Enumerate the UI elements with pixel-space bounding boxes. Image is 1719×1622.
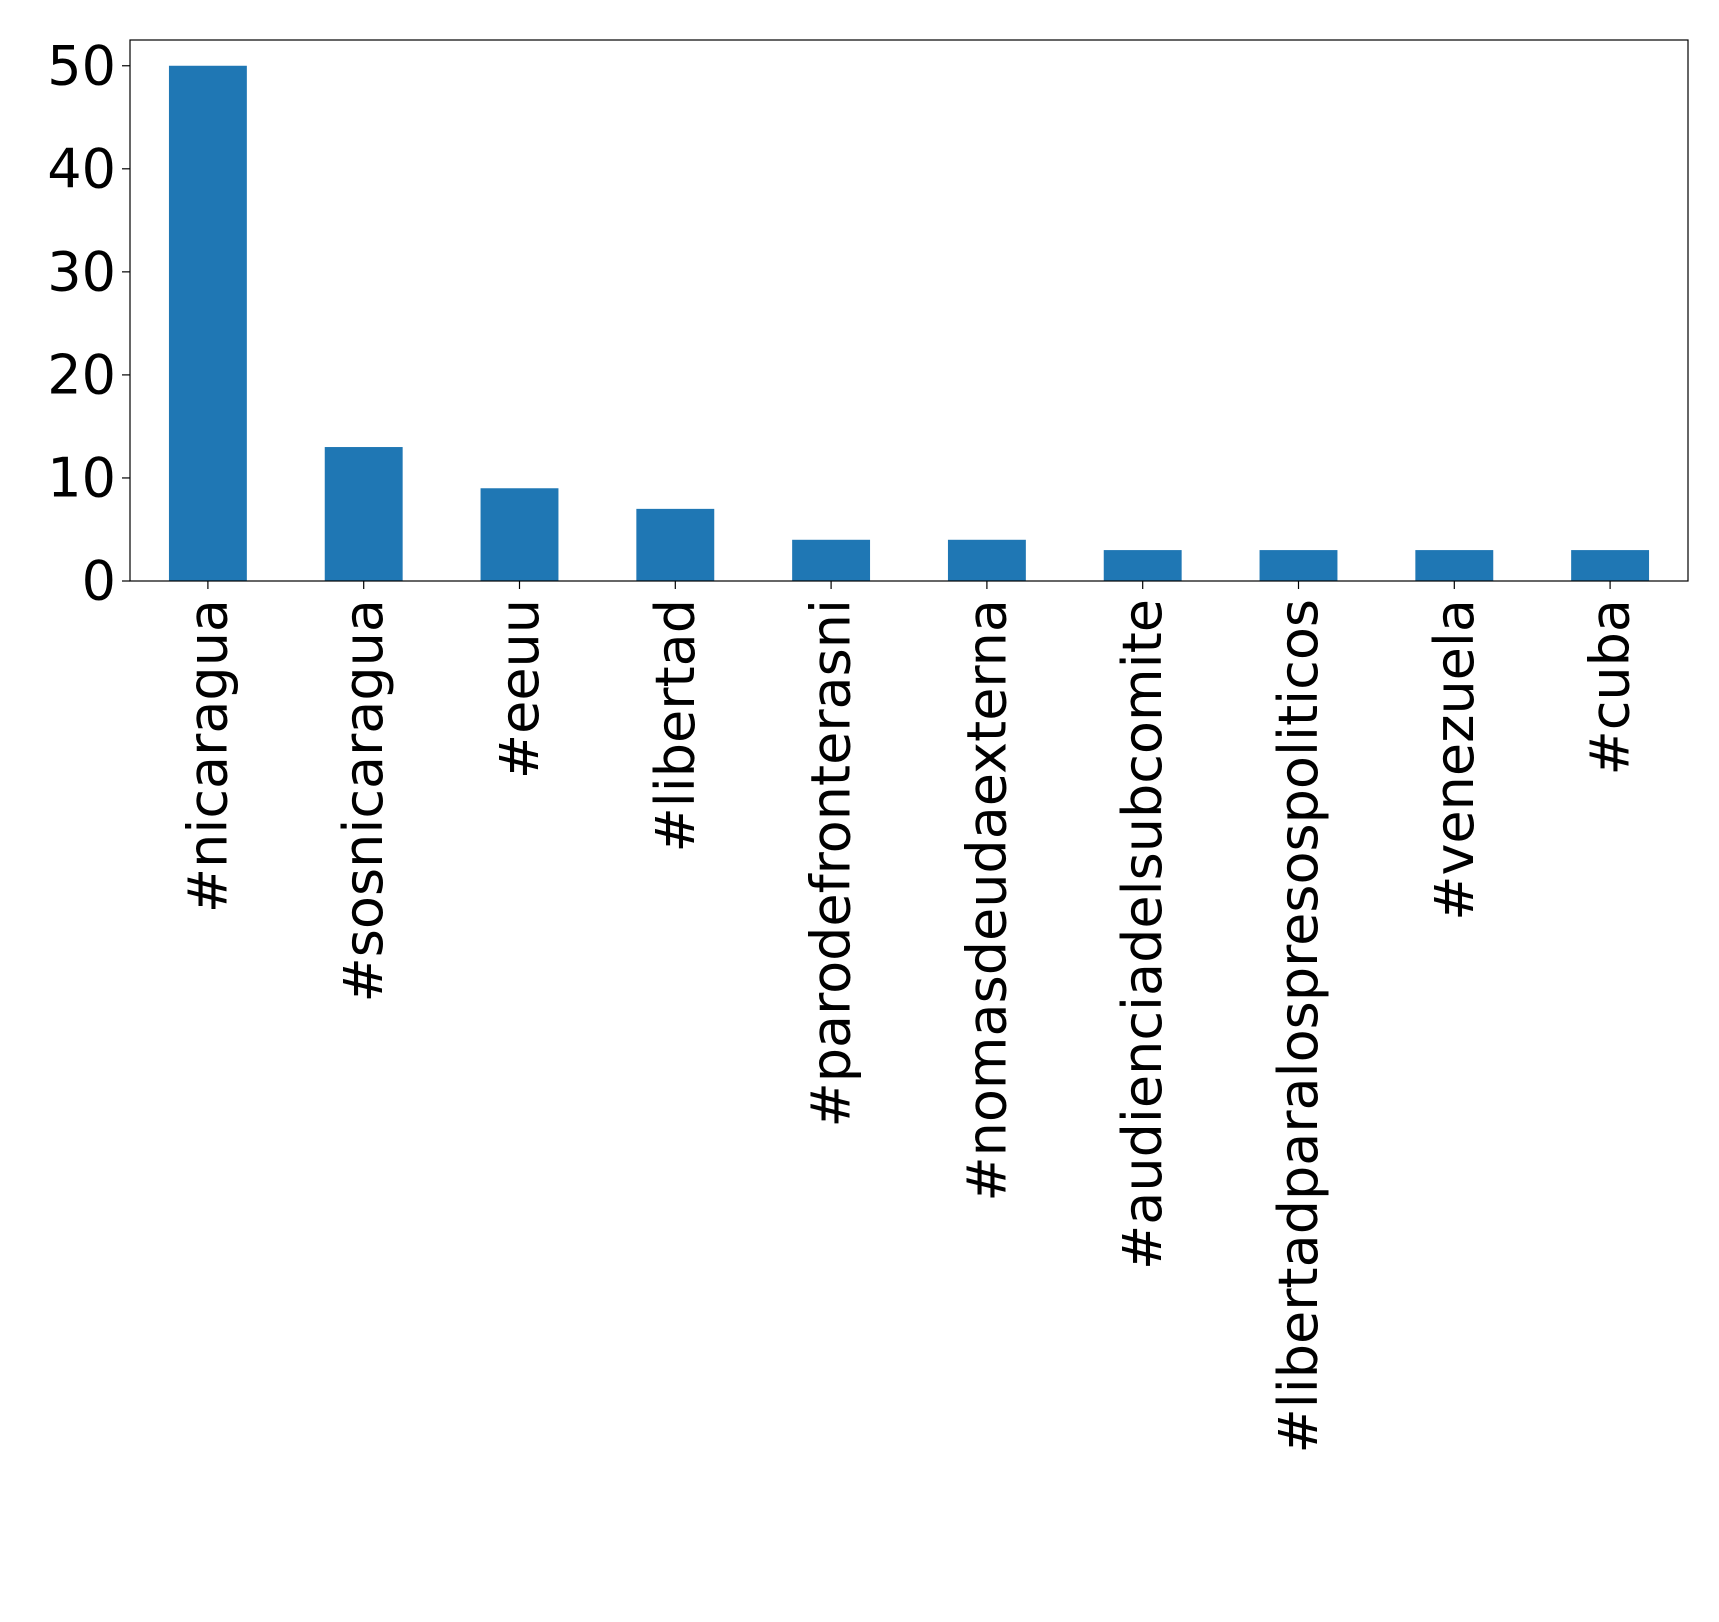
bar-parodefronterasni <box>792 539 871 581</box>
bar-nomasdeudaexterna <box>947 539 1026 581</box>
x-tick-label: #parodefronterasni <box>800 599 863 1128</box>
y-tick-label: 10 <box>47 446 116 509</box>
bars-group <box>168 65 1650 581</box>
bar-eeuu <box>480 488 559 581</box>
x-tick-label: #sosnicaragua <box>332 599 395 1002</box>
x-axis: #nicaragua #sosnicaragua #eeuu #libertad #pa… <box>176 581 1642 1454</box>
y-tick-label: 30 <box>47 240 116 303</box>
bar-libertadparalospresospoliticos <box>1259 550 1338 581</box>
x-tick-label: #venezuela <box>1423 599 1486 921</box>
bar-cuba <box>1571 550 1650 581</box>
bar-venezuela <box>1415 550 1494 581</box>
x-tick-label: #libertad <box>644 599 707 853</box>
x-tick-label: #audienciadelsubcomite <box>1111 599 1174 1270</box>
x-tick-label: #cuba <box>1579 599 1642 776</box>
y-axis: 0 10 20 30 40 50 <box>47 34 130 613</box>
x-tick-label: #eeuu <box>488 599 551 779</box>
bar-nicaragua <box>168 65 247 581</box>
bar-libertad <box>636 508 715 581</box>
bar-audienciadelsubcomite <box>1103 550 1182 581</box>
x-tick-label: #libertadparalospresospoliticos <box>1267 599 1330 1454</box>
plot-frame <box>129 39 1689 582</box>
y-tick-label: 20 <box>47 343 116 406</box>
y-tick-label: 40 <box>47 137 116 200</box>
x-tick-label: #nomasdeudaexterna <box>955 599 1018 1202</box>
bar-sosnicaragua <box>324 447 403 581</box>
y-tick-label: 50 <box>47 34 116 97</box>
x-tick-label: #nicaragua <box>176 599 239 913</box>
y-tick-label: 0 <box>82 550 116 613</box>
